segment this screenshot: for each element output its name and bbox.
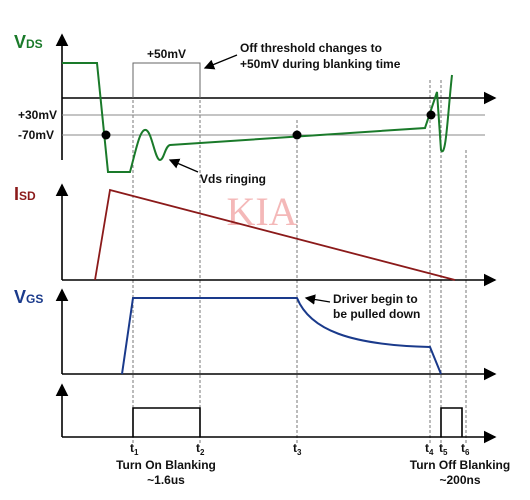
note: +50mV during blanking time — [240, 57, 401, 71]
time-label: t3 — [293, 441, 302, 457]
time-lines — [132, 65, 467, 445]
note: Driver begin to — [333, 292, 418, 306]
vgs-panel: VGS Driver begin to be pulled down — [14, 287, 497, 381]
time-label: t5 — [439, 441, 448, 457]
time-label: t2 — [196, 441, 205, 457]
blanking-label: ~200ns — [439, 473, 480, 487]
blanking-label: Turn Off Blanking — [410, 458, 510, 472]
blanking-label: ~1.6us — [147, 473, 185, 487]
level-label: +30mV — [18, 108, 57, 122]
watermark: KIA — [226, 189, 297, 234]
blanking-panel — [55, 383, 497, 444]
box-label: +50mV — [147, 47, 186, 61]
time-labels: t1 t2 t3 t4 t5 t6 — [130, 441, 470, 457]
blanking-label: Turn On Blanking — [116, 458, 216, 472]
vgs-label: VGS — [14, 287, 43, 307]
isd-label: ISD — [14, 184, 36, 204]
vds-label: VDS — [14, 32, 43, 52]
level-label: -70mV — [18, 128, 54, 142]
time-label: t4 — [425, 441, 434, 457]
ringing-label: Vds ringing — [200, 172, 266, 186]
time-label: t1 — [130, 441, 139, 457]
note: Off threshold changes to — [240, 41, 382, 55]
isd-panel: ISD — [14, 183, 497, 287]
vds-panel: VDS +50mV Off threshold changes to +50mV… — [14, 32, 497, 186]
time-label: t6 — [461, 441, 470, 457]
note: be pulled down — [333, 307, 420, 321]
